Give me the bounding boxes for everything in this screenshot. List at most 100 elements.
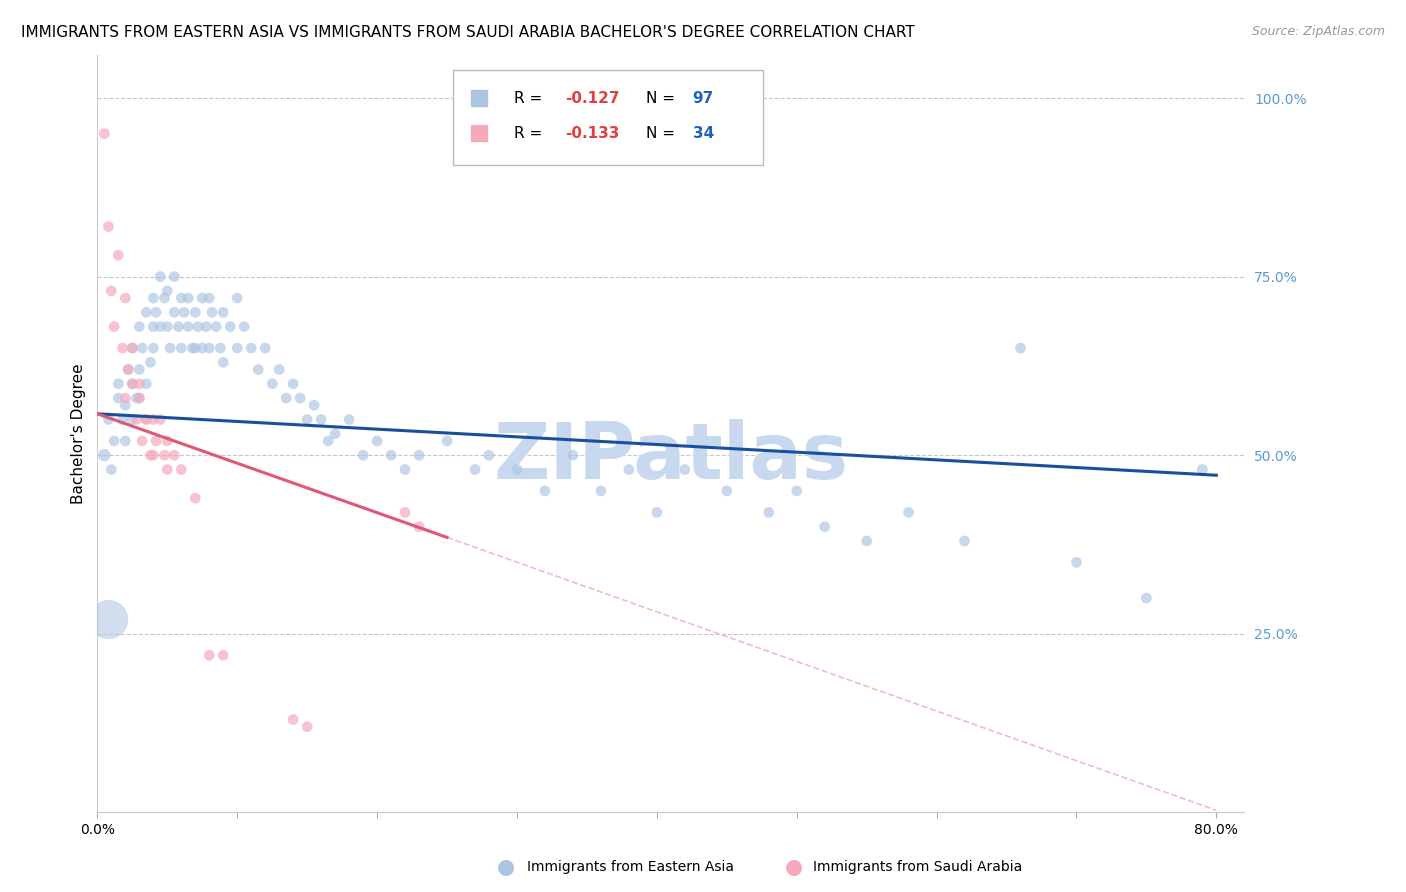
Point: [1191, 462, 1213, 476]
Text: ●: ●: [498, 857, 515, 877]
Point: [97, 613, 120, 627]
Point: [337, 412, 360, 426]
Point: [131, 341, 153, 355]
Point: [254, 341, 277, 355]
Point: [201, 305, 224, 319]
Point: [262, 376, 284, 391]
Text: N =: N =: [645, 126, 679, 141]
Point: [408, 448, 430, 462]
Point: [177, 291, 200, 305]
Point: [288, 391, 311, 405]
Point: [121, 341, 143, 355]
Point: [786, 483, 808, 498]
Point: [142, 291, 165, 305]
Point: [117, 362, 139, 376]
Point: [170, 341, 193, 355]
Point: [125, 391, 148, 405]
Point: [142, 341, 165, 355]
Point: [191, 341, 214, 355]
Text: Immigrants from Saudi Arabia: Immigrants from Saudi Arabia: [813, 860, 1022, 874]
Point: [135, 412, 157, 426]
Point: [159, 341, 181, 355]
Point: [103, 434, 125, 448]
Point: [276, 391, 298, 405]
Point: [394, 462, 416, 476]
Point: [464, 462, 486, 476]
Point: [117, 362, 139, 376]
Text: 97: 97: [693, 91, 714, 106]
Point: [142, 319, 165, 334]
Point: [139, 448, 162, 462]
Point: [163, 269, 186, 284]
Point: [195, 319, 218, 334]
Text: R =: R =: [513, 91, 547, 106]
Point: [645, 505, 668, 519]
Point: [191, 291, 214, 305]
Point: [323, 426, 346, 441]
Point: [226, 341, 249, 355]
Point: [145, 305, 167, 319]
Point: [131, 434, 153, 448]
Point: [93, 127, 115, 141]
Point: [128, 319, 150, 334]
Point: [128, 391, 150, 405]
Point: [380, 448, 402, 462]
Point: [1135, 591, 1157, 606]
Point: [1066, 555, 1088, 569]
Point: [295, 720, 318, 734]
Point: [589, 483, 612, 498]
Point: [198, 291, 221, 305]
Text: Immigrants from Eastern Asia: Immigrants from Eastern Asia: [527, 860, 734, 874]
Point: [814, 519, 837, 533]
Point: [295, 412, 318, 426]
Point: [149, 319, 172, 334]
Point: [953, 533, 976, 548]
Point: [408, 519, 430, 533]
Point: [153, 291, 176, 305]
Point: [283, 376, 305, 391]
Point: [394, 505, 416, 519]
Point: [163, 448, 186, 462]
Point: [170, 462, 193, 476]
Point: [617, 462, 640, 476]
Point: [561, 448, 583, 462]
Point: [184, 491, 207, 505]
Point: [198, 648, 221, 663]
Point: [135, 376, 157, 391]
Point: [121, 341, 143, 355]
Point: [758, 505, 780, 519]
Point: [184, 341, 207, 355]
Point: [212, 305, 235, 319]
Point: [240, 341, 263, 355]
Text: R =: R =: [513, 126, 547, 141]
Point: [1010, 341, 1032, 355]
Point: [269, 362, 291, 376]
Point: [212, 355, 235, 369]
Point: [121, 376, 143, 391]
Point: [149, 269, 172, 284]
Point: [219, 319, 242, 334]
Point: [173, 305, 195, 319]
Point: [153, 448, 176, 462]
Point: [128, 376, 150, 391]
Text: ●: ●: [786, 857, 803, 877]
Text: ZIPatlas: ZIPatlas: [494, 418, 848, 494]
Point: [366, 434, 388, 448]
Point: [97, 219, 120, 234]
Point: [198, 341, 221, 355]
Point: [93, 448, 115, 462]
Point: [114, 398, 136, 412]
Point: [506, 462, 529, 476]
Point: [181, 341, 204, 355]
Point: [145, 434, 167, 448]
Point: [478, 448, 501, 462]
Point: [233, 319, 256, 334]
Point: [163, 305, 186, 319]
Point: [139, 355, 162, 369]
Point: [309, 412, 332, 426]
Point: [156, 284, 179, 298]
Text: 34: 34: [693, 126, 714, 141]
Point: [302, 398, 325, 412]
Point: [209, 341, 232, 355]
Point: [184, 305, 207, 319]
